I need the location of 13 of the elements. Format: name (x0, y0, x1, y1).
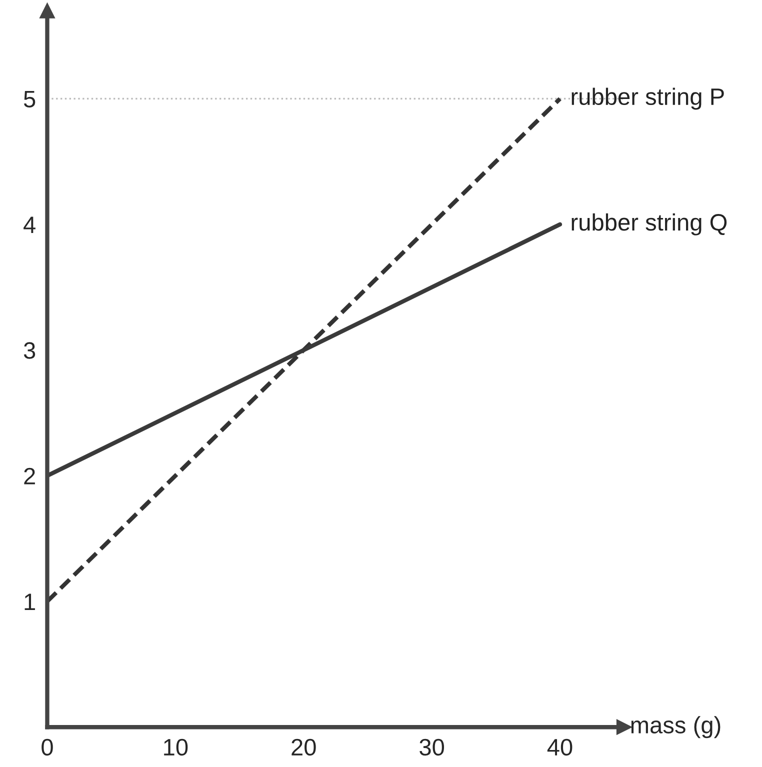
x-tick-label: 10 (164, 738, 188, 756)
y-tick-label: 1 (24, 594, 35, 610)
x-axis-title: mass (g) (631, 716, 720, 738)
y-tick-label: 4 (24, 216, 36, 233)
series-label: rubber string P (572, 88, 724, 110)
y-tick-label: 2 (24, 468, 35, 484)
series-label: rubber string Q (572, 213, 727, 236)
x-tick-label: 20 (292, 738, 316, 756)
x-tick-label: 40 (547, 738, 572, 756)
y-tick-label: 3 (24, 342, 36, 359)
y-tick-label: 5 (24, 91, 36, 108)
x-tick-label: 30 (420, 738, 444, 756)
x-tick-label: 0 (42, 738, 53, 756)
